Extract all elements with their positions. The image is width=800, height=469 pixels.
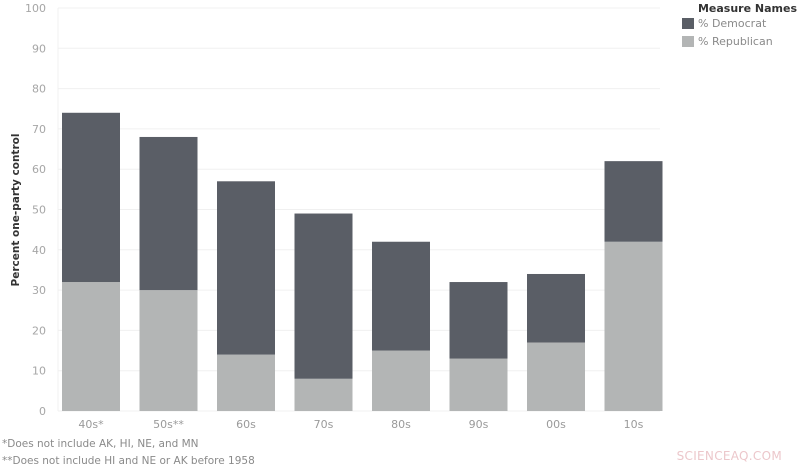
bar-segment [604, 161, 663, 242]
y-tick-label: 80 [32, 83, 46, 96]
y-tick-label: 60 [32, 163, 46, 176]
x-tick-label: 60s [236, 418, 256, 431]
bar-segment [604, 241, 663, 411]
bar-segment [217, 181, 275, 355]
x-tick-label: 80s [391, 418, 411, 431]
bar-segment [527, 273, 585, 343]
x-tick-label: 70s [314, 418, 334, 431]
bar-segment [372, 241, 430, 351]
bar-segment [294, 378, 353, 411]
x-tick-label: 00s [546, 418, 566, 431]
watermark: SCIENCEAQ.COM [676, 449, 782, 463]
y-axis-ticks: 0 10 20 30 40 50 60 70 80 90 100 [25, 2, 46, 418]
y-axis-label: Percent one-party control [10, 134, 22, 287]
x-tick-label: 90s [469, 418, 489, 431]
legend-label-republican: % Republican [698, 35, 773, 48]
bar-segment [62, 282, 120, 411]
bar-segment [62, 112, 120, 283]
x-axis-ticks: 40s* 50s** 60s 70s 80s 90s 00s 10s [78, 418, 643, 431]
bar-segment [139, 290, 198, 411]
legend: Measure Names % Democrat % Republican [682, 2, 797, 48]
x-tick-label: 10s [624, 418, 644, 431]
x-tick-label: 50s** [153, 418, 184, 431]
y-tick-label: 90 [32, 42, 46, 55]
y-tick-label: 10 [32, 365, 46, 378]
footnote-2: **Does not include HI and NE or AK befor… [2, 455, 255, 467]
y-tick-label: 0 [39, 405, 46, 418]
bar-segment [449, 282, 508, 359]
bar-segment [139, 136, 198, 291]
bar-segment [294, 213, 353, 379]
y-tick-label: 20 [32, 324, 46, 337]
bar-segment [527, 342, 585, 411]
bar-segment [449, 358, 508, 411]
legend-title: Measure Names [698, 2, 797, 15]
bar-segment [372, 350, 430, 411]
legend-swatch-democrat [682, 18, 694, 29]
y-tick-label: 100 [25, 2, 46, 15]
x-tick-label: 40s* [78, 418, 104, 431]
y-tick-label: 70 [32, 123, 46, 136]
bar-segment [217, 354, 275, 411]
y-tick-label: 40 [32, 244, 46, 257]
legend-swatch-republican [682, 36, 694, 47]
y-tick-label: 50 [32, 204, 46, 217]
legend-label-democrat: % Democrat [698, 17, 767, 30]
footnote-1: *Does not include AK, HI, NE, and MN [2, 438, 199, 450]
y-tick-label: 30 [32, 284, 46, 297]
bars [62, 112, 663, 411]
